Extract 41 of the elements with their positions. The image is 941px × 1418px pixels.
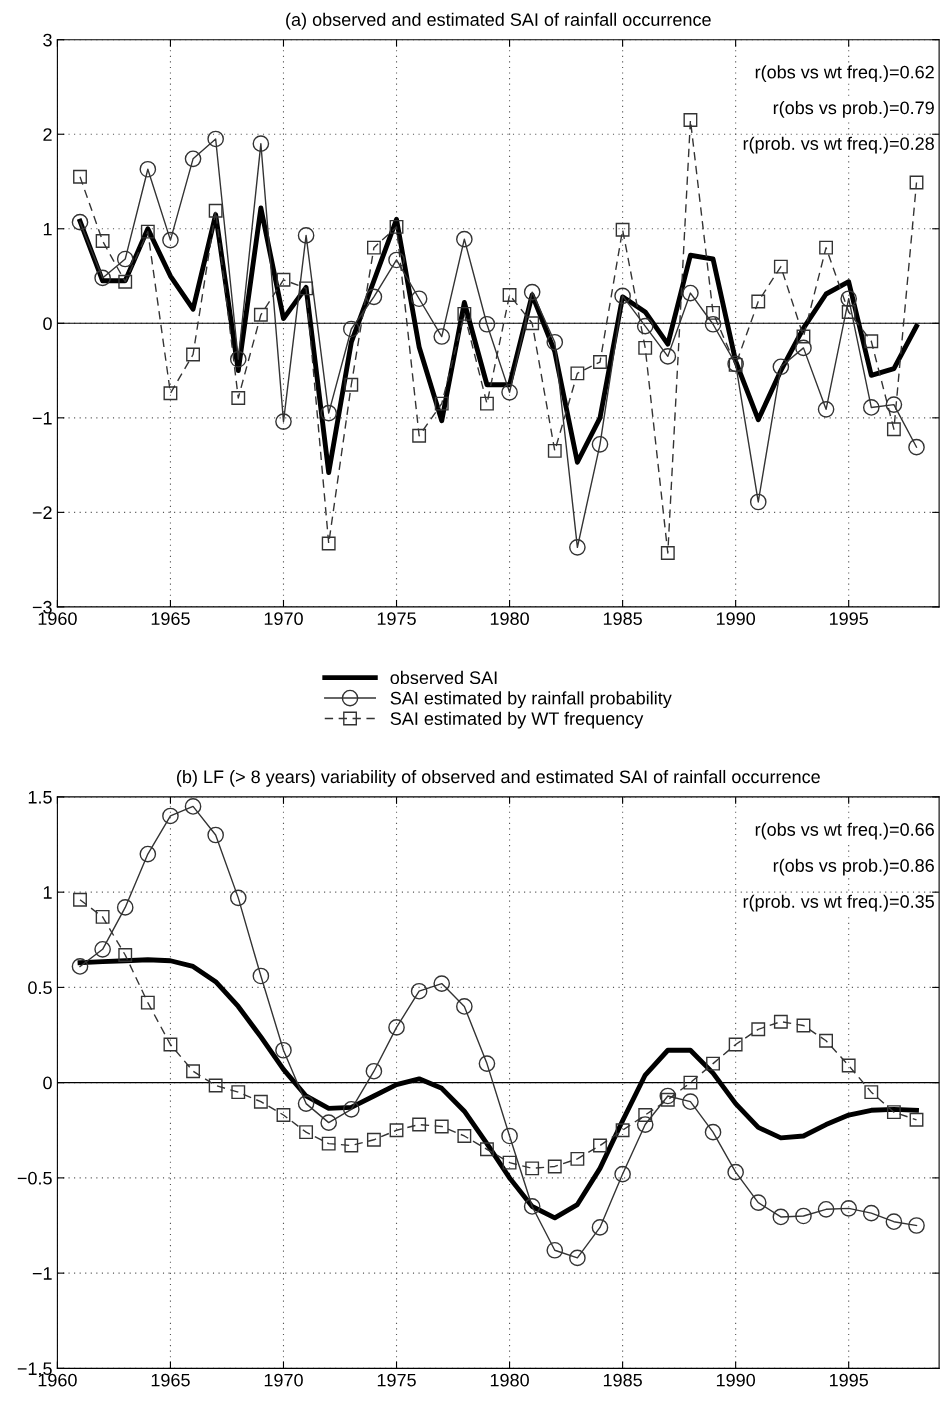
- x-tick-label: 1995: [829, 612, 869, 626]
- annotation: r(obs vs prob.)=0.79: [773, 100, 934, 118]
- x-tick-label: 1960: [38, 1373, 77, 1387]
- y-tick-label: 1: [43, 222, 52, 236]
- annotation: r(obs vs wt freq.)=0.66: [755, 822, 934, 840]
- x-tick-label: 1965: [151, 1373, 190, 1387]
- x-tick-label: 1990: [716, 1373, 756, 1387]
- legend-label: SAI estimated by WT frequency: [390, 711, 644, 729]
- y-tick-label: −0.5: [17, 1171, 52, 1185]
- y-tick-label: −1.5: [17, 1362, 52, 1376]
- x-tick-label: 1985: [603, 1373, 642, 1387]
- x-tick-label: 1975: [377, 1373, 416, 1387]
- y-tick-label: 1: [43, 886, 52, 899]
- annotation: r(obs vs wt freq.)=0.62: [755, 65, 934, 83]
- x-tick-label: 1980: [490, 612, 529, 626]
- x-tick-label: 1970: [264, 1373, 303, 1387]
- x-tick-label: 1960: [38, 612, 77, 626]
- y-tick-label: −1: [32, 1267, 52, 1280]
- y-tick-label: 0: [43, 1076, 52, 1090]
- y-tick-label: 3: [43, 33, 52, 47]
- annotation: r(prob. vs wt freq.)=0.35: [743, 894, 934, 912]
- x-tick-label: 1990: [716, 612, 756, 626]
- y-tick-label: −3: [32, 600, 52, 614]
- x-tick-label: 1970: [264, 612, 303, 626]
- annotation: r(prob. vs wt freq.)=0.28: [743, 136, 934, 154]
- x-tick-label: 1965: [151, 612, 190, 626]
- legend-label: SAI estimated by rainfall probability: [390, 691, 672, 709]
- y-tick-label: 2: [43, 128, 52, 141]
- x-tick-label: 1980: [490, 1373, 529, 1387]
- y-tick-label: 0: [43, 317, 52, 331]
- x-tick-label: 1995: [829, 1373, 869, 1387]
- chart-title: (a) observed and estimated SAI of rainfall occurrence: [286, 12, 711, 30]
- x-tick-label: 1975: [377, 612, 416, 626]
- legend-label: observed SAI: [390, 670, 497, 685]
- annotation: r(obs vs prob.)=0.86: [773, 858, 934, 876]
- y-tick-label: 0.5: [28, 981, 52, 995]
- y-tick-label: −2: [32, 506, 52, 519]
- y-tick-label: 1.5: [28, 791, 52, 804]
- x-tick-label: 1985: [603, 612, 642, 626]
- chart-title: (b) LF (> 8 years) variability of observed and estimated SAI of rainfall occurrence: [177, 769, 820, 787]
- y-tick-label: −1: [32, 411, 52, 425]
